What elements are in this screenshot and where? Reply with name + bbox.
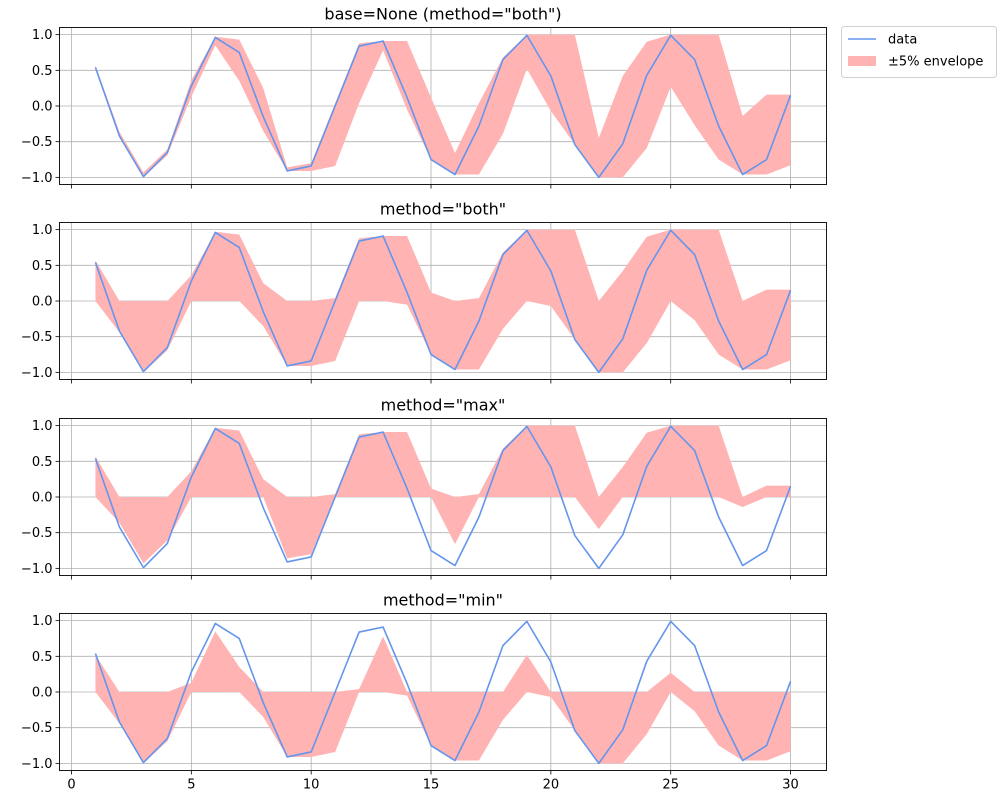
x-tick-label: 5 (187, 778, 195, 793)
envelope-area (95, 34, 791, 178)
legend-label: data (888, 33, 917, 48)
x-tick-label: 15 (423, 778, 440, 793)
legend-patch-swatch (848, 56, 876, 66)
envelope-area (95, 425, 791, 564)
y-tick-label: 0.5 (32, 650, 53, 665)
y-tick-label: 0.0 (32, 100, 53, 115)
y-tick-label: −0.5 (21, 526, 53, 541)
y-tick-label: 1.0 (32, 419, 53, 434)
data-line (94, 425, 792, 570)
y-tick-label: −1.0 (21, 171, 53, 186)
legend-box (841, 26, 997, 78)
data-line (94, 620, 792, 765)
subplot-3: −1.0 −0.5 0.0 0.5 1.0 method="max" (21, 396, 827, 580)
subplot-4: −1.0 −0.5 0.0 0.5 1.0 0 5 10 15 20 25 30 method="min… (21, 591, 827, 793)
subplot-2: −1.0 −0.5 0.0 0.5 1.0 method="both" (21, 200, 827, 384)
subplot-1: −1.0 −0.5 0.0 0.5 1.0 base=None (method="both… (21, 5, 827, 189)
subplot-title: method="max" (381, 396, 506, 415)
envelope-area (95, 631, 791, 764)
y-tick-label: 1.0 (32, 28, 53, 43)
y-tick-label: 0.5 (32, 259, 53, 274)
legend-label: ±5% envelope (888, 55, 983, 70)
data-line (94, 229, 792, 374)
data-line (94, 34, 792, 179)
y-tick-label: −0.5 (21, 330, 53, 345)
y-tick-label: −0.5 (21, 135, 53, 150)
y-tick-label: 0.5 (32, 64, 53, 79)
y-tick-label: −1.0 (21, 757, 53, 772)
y-tick-label: 0.0 (32, 686, 53, 701)
x-tick-label: 30 (782, 778, 799, 793)
x-tick-label: 25 (662, 778, 679, 793)
y-tick-label: −1.0 (21, 366, 53, 381)
envelope-area (95, 229, 791, 373)
x-tick-label: 10 (303, 778, 320, 793)
x-tick-label: 20 (543, 778, 560, 793)
y-tick-label: 1.0 (32, 614, 53, 629)
y-tick-label: 1.0 (32, 223, 53, 238)
y-tick-label: 0.5 (32, 455, 53, 470)
y-tick-label: −0.5 (21, 721, 53, 736)
y-tick-label: 0.0 (32, 295, 53, 310)
x-tick-label: 0 (67, 778, 75, 793)
y-tick-label: −1.0 (21, 562, 53, 577)
y-tick-label: 0.0 (32, 491, 53, 506)
legend: data ±5% envelope (841, 26, 997, 78)
subplot-title: method="min" (383, 591, 503, 610)
subplot-title: base=None (method="both") (324, 5, 561, 24)
subplot-title: method="both" (380, 200, 506, 219)
